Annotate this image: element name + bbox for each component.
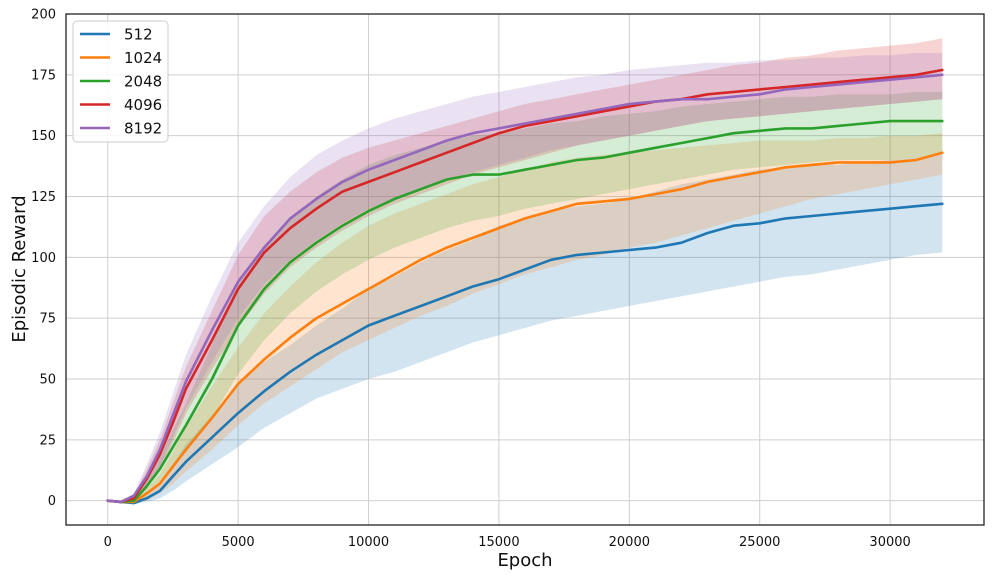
line-1024 bbox=[106, 151, 944, 504]
x-axis-ticks: 0 5000 10000 15000 20000 25000 30000 bbox=[104, 535, 911, 550]
y-tick-label: 150 bbox=[31, 129, 56, 144]
y-tick-label: 100 bbox=[31, 251, 56, 266]
series-lines bbox=[106, 68, 944, 505]
band-2048 bbox=[107, 91, 943, 502]
y-axis-label: Episodic Reward bbox=[9, 195, 30, 342]
legend-box bbox=[72, 20, 169, 143]
band-4096 bbox=[107, 38, 943, 502]
y-tick-label: 200 bbox=[31, 8, 56, 23]
legend-label-4096: 4096 bbox=[124, 96, 162, 114]
line-2048 bbox=[106, 119, 944, 504]
legend-label-1024: 1024 bbox=[124, 49, 162, 67]
x-tick-label: 25000 bbox=[739, 535, 780, 550]
y-tick-label: 75 bbox=[39, 312, 56, 327]
band-1024 bbox=[107, 133, 943, 504]
x-tick-label: 15000 bbox=[478, 535, 519, 550]
y-tick-label: 175 bbox=[31, 68, 56, 83]
legend-label-2048: 2048 bbox=[124, 73, 162, 91]
y-axis-ticks: 0 25 50 75 100 125 150 175 200 bbox=[31, 8, 56, 510]
x-tick-label: 5000 bbox=[222, 535, 255, 550]
y-tick-label: 50 bbox=[39, 373, 56, 388]
y-tick-label: 25 bbox=[39, 433, 56, 448]
legend-label-512: 512 bbox=[124, 26, 153, 44]
y-tick-label: 125 bbox=[31, 190, 56, 205]
y-tick-label: 0 bbox=[48, 494, 56, 509]
plot-frame bbox=[65, 13, 985, 526]
line-512 bbox=[106, 202, 944, 505]
legend: 512 1024 2048 4096 8192 bbox=[72, 20, 169, 143]
x-tick-label: 10000 bbox=[348, 535, 389, 550]
x-axis-label: Epoch bbox=[497, 550, 552, 571]
x-tick-label: 0 bbox=[104, 535, 112, 550]
x-tick-label: 20000 bbox=[609, 535, 650, 550]
line-4096 bbox=[106, 68, 944, 504]
confidence-bands bbox=[107, 38, 943, 505]
line-8192 bbox=[106, 73, 944, 504]
x-tick-label: 30000 bbox=[869, 535, 910, 550]
legend-label-8192: 8192 bbox=[124, 120, 162, 138]
band-8192 bbox=[107, 52, 943, 502]
band-512 bbox=[107, 155, 943, 505]
